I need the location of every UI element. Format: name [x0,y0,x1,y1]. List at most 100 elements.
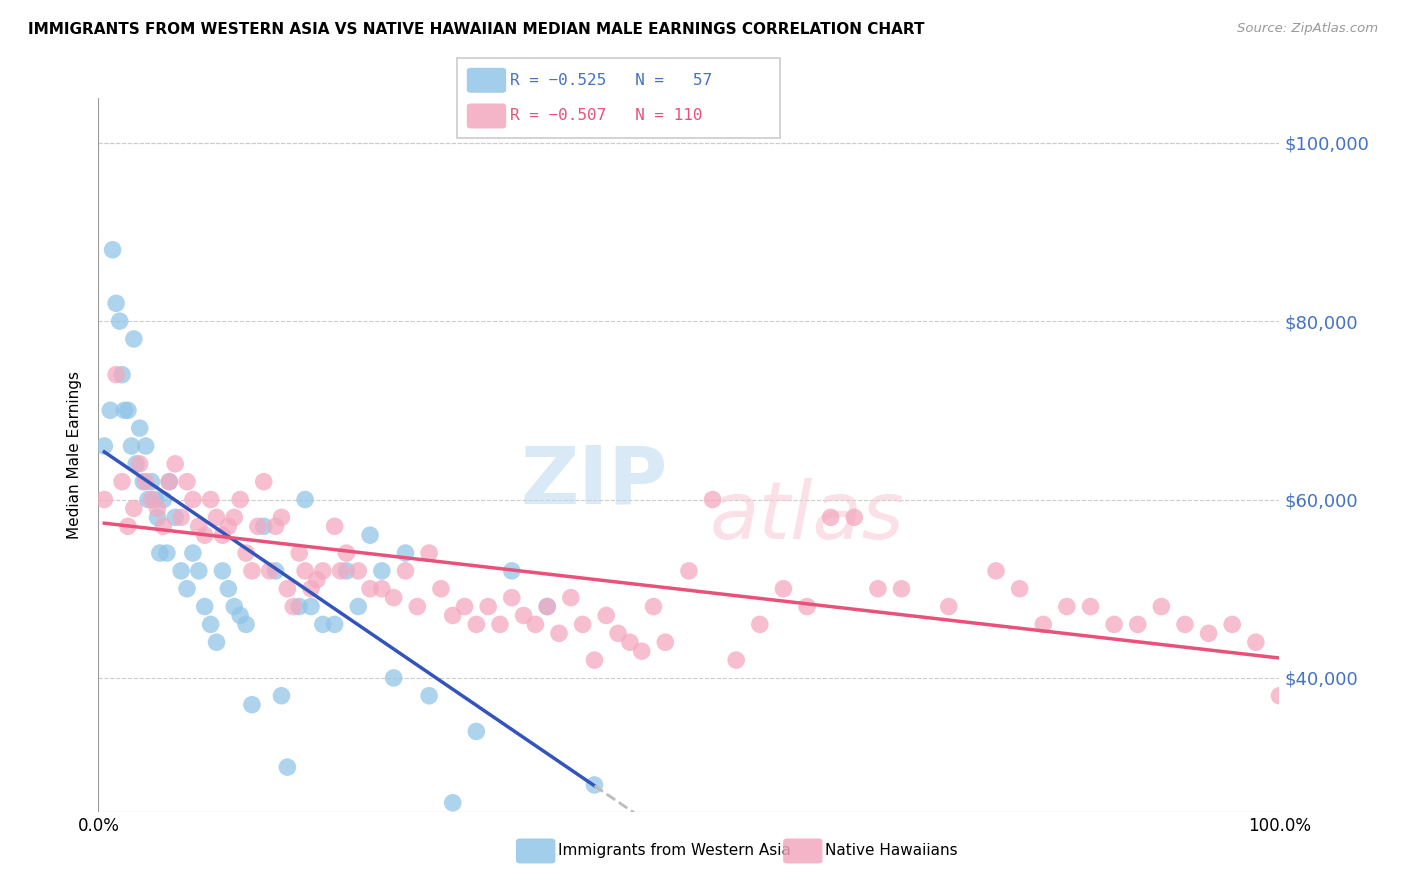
Point [748,617,770,632]
Point [294,564,316,578]
Point [371,564,394,578]
Text: IMMIGRANTS FROM WESTERN ASIA VS NATIVE HAWAIIAN MEDIAN MALE EARNINGS CORRELATION: IMMIGRANTS FROM WESTERN ASIA VS NATIVE H… [28,22,925,37]
Point [678,564,700,578]
Text: Immigrants from Western Asia: Immigrants from Western Asia [558,844,792,858]
Point [702,492,724,507]
Point [264,564,287,578]
Point [101,243,124,257]
Point [170,510,193,524]
Point [253,475,276,489]
Point [430,582,453,596]
Point [283,599,305,614]
Point [128,421,150,435]
Point [984,564,1007,578]
Text: R = −0.525   N =   57: R = −0.525 N = 57 [510,73,713,87]
Point [501,591,523,605]
Point [382,671,405,685]
Point [176,475,198,489]
Point [235,617,257,632]
Point [105,296,128,310]
Point [1126,617,1149,632]
Point [1268,689,1291,703]
Point [323,617,346,632]
Point [229,492,252,507]
Point [217,582,239,596]
Point [312,617,335,632]
Point [217,519,239,533]
Point [200,492,222,507]
Point [156,546,179,560]
Point [536,599,558,614]
Point [1102,617,1125,632]
Point [583,778,606,792]
Point [211,528,233,542]
Point [122,332,145,346]
Point [259,564,281,578]
Point [465,617,488,632]
Point [335,564,357,578]
Point [548,626,571,640]
Point [796,599,818,614]
Point [890,582,912,596]
Point [205,635,228,649]
Point [276,760,298,774]
Point [176,582,198,596]
Point [117,519,139,533]
Point [121,439,143,453]
Point [536,599,558,614]
Point [305,573,328,587]
Point [181,546,204,560]
Point [149,546,172,560]
Point [211,564,233,578]
Point [619,635,641,649]
Point [1008,582,1031,596]
Text: Source: ZipAtlas.com: Source: ZipAtlas.com [1237,22,1378,36]
Point [329,564,352,578]
Point [93,492,115,507]
Point [194,599,217,614]
Point [489,617,512,632]
Point [630,644,652,658]
Point [112,403,135,417]
Point [235,546,257,560]
Point [105,368,128,382]
Point [595,608,617,623]
Point [560,591,582,605]
Point [359,528,381,542]
Text: ZIP: ZIP [520,442,668,521]
Y-axis label: Median Male Earnings: Median Male Earnings [67,371,83,539]
Point [1174,617,1197,632]
Point [288,599,311,614]
Point [299,599,322,614]
Point [165,510,187,524]
Point [111,475,134,489]
Point [844,510,866,524]
Point [772,582,794,596]
Point [170,564,193,578]
Point [394,546,416,560]
Point [240,698,263,712]
Point [125,457,148,471]
Point [477,599,499,614]
Point [117,403,139,417]
Point [98,403,121,417]
Point [406,599,429,614]
Point [294,492,316,507]
Point [371,582,394,596]
Point [143,492,166,507]
Point [122,501,145,516]
Text: R = −0.507   N = 110: R = −0.507 N = 110 [510,109,703,123]
Point [441,608,464,623]
Point [418,546,440,560]
Point [136,492,159,507]
Point [146,510,169,524]
Point [108,314,131,328]
Point [111,368,134,382]
Point [146,501,169,516]
Point [1220,617,1243,632]
Point [200,617,222,632]
Point [128,457,150,471]
Point [135,475,157,489]
Point [418,689,440,703]
Point [501,564,523,578]
